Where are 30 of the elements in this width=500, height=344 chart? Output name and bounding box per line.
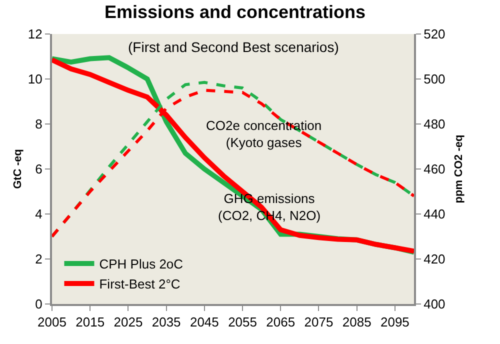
y-tick-label: 4 <box>35 206 42 222</box>
legend-label: First-Best 2°C <box>99 276 180 292</box>
x-tick-label: 2045 <box>190 314 219 330</box>
chart-title: Emissions and concentrations <box>104 2 366 22</box>
y-tick-label: 0 <box>35 296 42 312</box>
x-tick-label: 2035 <box>152 314 181 330</box>
y-tick-label: 8 <box>35 116 42 132</box>
x-tick-label: 2075 <box>304 314 334 330</box>
x-tick-label: 2055 <box>228 314 257 330</box>
y2-axis-title: ppm CO2 -eq <box>453 134 466 204</box>
y-tick-label: 10 <box>28 72 42 87</box>
y-tick-label: 12 <box>28 26 42 42</box>
y2-tick-label: 400 <box>424 296 446 312</box>
x-tick-label: 2005 <box>38 314 66 330</box>
y2-tick-label: 420 <box>424 252 446 267</box>
legend-label: CPH Plus 2oC <box>99 256 184 272</box>
y-tick-label: 6 <box>35 162 42 177</box>
x-tick-label: 2065 <box>266 314 296 330</box>
y2-tick-label: 500 <box>424 72 446 87</box>
y2-tick-label: 520 <box>424 26 446 42</box>
y-tick-label: 2 <box>35 252 42 267</box>
x-tick-label: 2095 <box>380 314 410 330</box>
y2-tick-label: 440 <box>424 206 446 222</box>
x-tick-label: 2085 <box>342 314 372 330</box>
y-axis-title: GtC -eq <box>12 149 24 189</box>
x-tick-label: 2015 <box>76 314 105 330</box>
x-tick-label: 2025 <box>114 314 143 330</box>
y2-tick-label: 460 <box>424 162 446 177</box>
chart-subtitle: (First and Second Best scenarios) <box>128 39 339 55</box>
y2-tick-label: 480 <box>424 116 446 132</box>
